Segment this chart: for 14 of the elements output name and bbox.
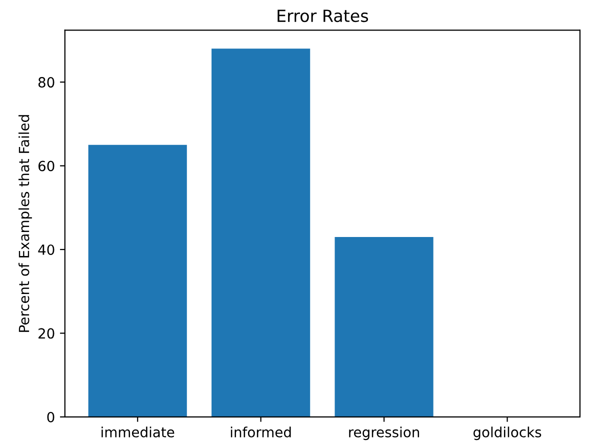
y-tick-label: 60 — [38, 160, 54, 172]
bar — [212, 48, 310, 417]
y-tick-label: 0 — [47, 412, 54, 422]
x-tick-label: regression — [349, 426, 420, 440]
y-tick-label: 80 — [38, 77, 54, 88]
y-tick-label: 20 — [38, 328, 54, 339]
x-tick-label: informed — [230, 426, 291, 438]
bar — [334, 236, 434, 417]
y-tick-label: 40 — [38, 244, 54, 255]
x-tick-label: goldilocks — [473, 426, 542, 440]
x-tick-label: immediate — [102, 426, 174, 438]
bar — [88, 144, 187, 417]
y-axis-title: Percent of Examples that Failed — [18, 115, 32, 332]
chart-title: Error Rates — [278, 10, 368, 22]
